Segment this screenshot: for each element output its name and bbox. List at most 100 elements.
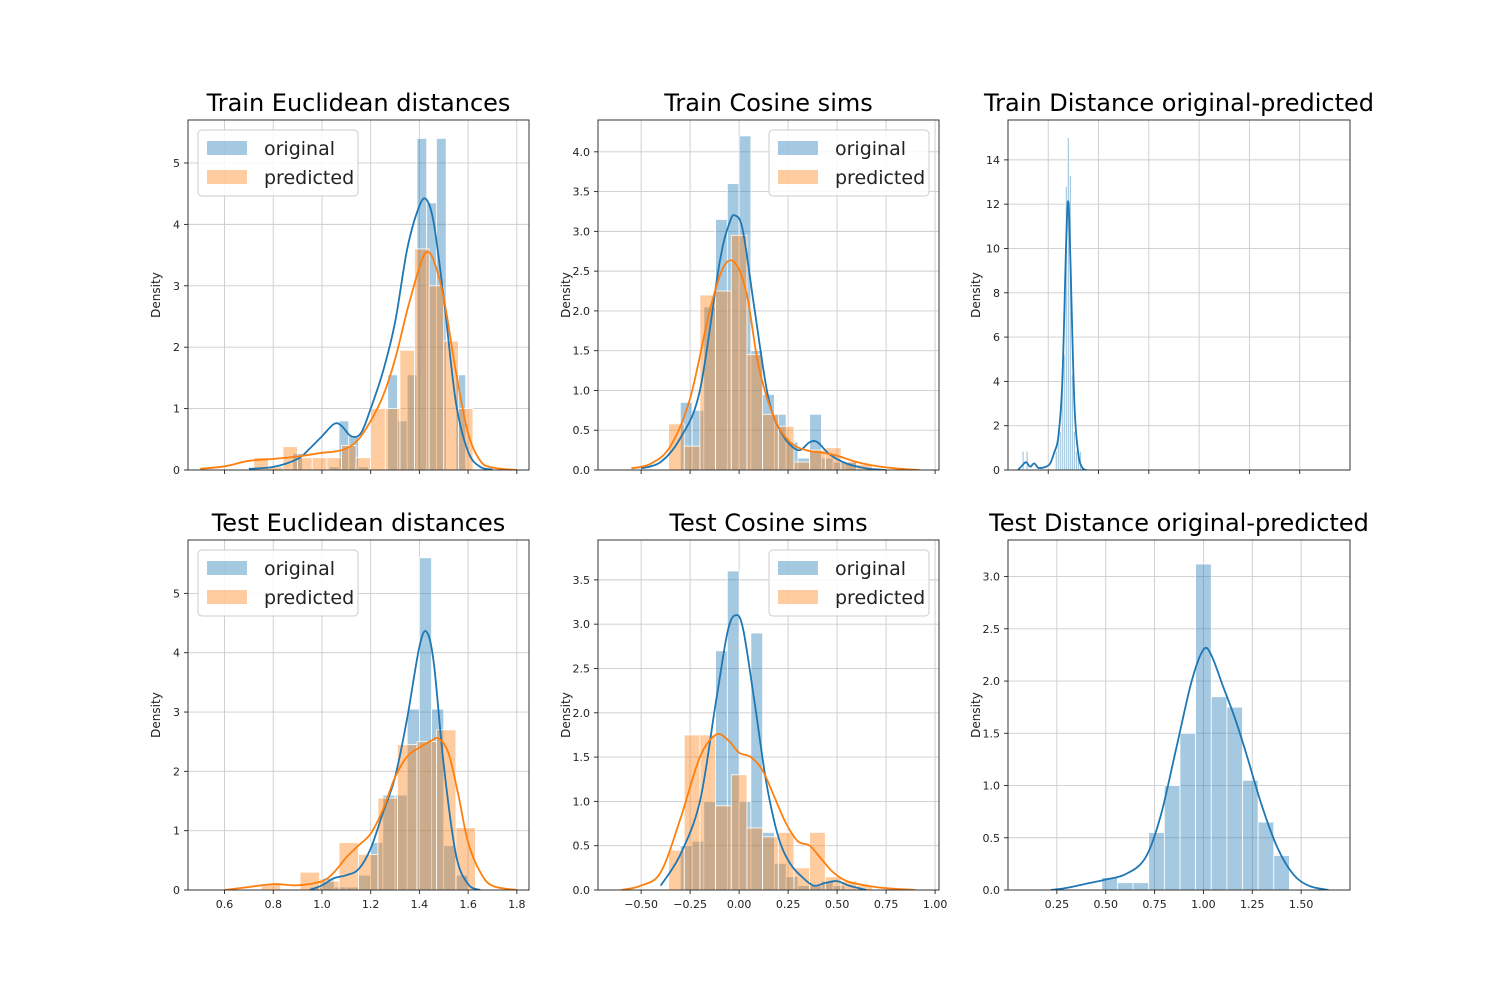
histogram-bar xyxy=(730,234,748,470)
y-tick-label: 2.5 xyxy=(573,662,591,675)
legend-box xyxy=(197,129,359,197)
histogram-bar xyxy=(436,729,457,890)
kde-line xyxy=(248,197,493,470)
x-tick-label: 1.6 xyxy=(459,898,477,911)
y-tick-label: 4 xyxy=(173,218,180,231)
histogram-bar xyxy=(785,876,799,890)
y-tick-label: 10 xyxy=(986,242,1000,255)
histogram-bar xyxy=(824,876,842,890)
legend-label-predicted: predicted xyxy=(835,587,925,609)
legend-label-original: original xyxy=(835,558,906,580)
legend-box xyxy=(768,549,930,617)
histogram-bar xyxy=(399,349,415,470)
histogram-bar xyxy=(1210,696,1228,890)
y-tick-label: 4 xyxy=(993,375,1000,388)
histogram-bar xyxy=(1072,430,1076,470)
histogram-bar xyxy=(715,290,732,470)
kde-line xyxy=(309,630,481,890)
histogram-bar xyxy=(1242,779,1259,890)
histogram-bar xyxy=(793,461,811,470)
x-tick-label: 0.25 xyxy=(1045,898,1070,911)
y-tick-label: 2.0 xyxy=(573,305,591,318)
legend-swatch xyxy=(778,590,818,604)
x-tick-label: 1.00 xyxy=(1191,898,1216,911)
y-tick-label: 3.5 xyxy=(573,574,591,587)
y-tick-label: 6 xyxy=(993,331,1000,344)
y-tick-label: 2.5 xyxy=(983,623,1001,636)
histogram-bar xyxy=(297,457,313,470)
y-axis-label: Density xyxy=(149,692,163,738)
kde-line xyxy=(1050,646,1329,890)
histogram-bar xyxy=(683,445,701,470)
y-tick-label: 1.5 xyxy=(573,751,591,764)
y-tick-label: 8 xyxy=(993,287,1000,300)
x-tick-label: 0.00 xyxy=(727,898,752,911)
x-tick-label: 0.50 xyxy=(1093,898,1118,911)
plot-area xyxy=(1008,540,1350,890)
y-tick-label: 4.0 xyxy=(573,146,591,159)
histogram-bar xyxy=(1132,882,1150,890)
histogram-bar xyxy=(715,805,732,890)
y-tick-label: 0 xyxy=(173,464,180,477)
legend-label-original: original xyxy=(264,138,335,160)
kde-line xyxy=(631,259,920,470)
x-tick-label: 0.8 xyxy=(265,898,283,911)
x-tick-label: 1.0 xyxy=(313,898,331,911)
legend-swatch xyxy=(778,561,818,575)
chart-panel-6: 0.25 0.50 0.75 1.00 1.25 1.50 0.0 0.5 1.0 1.5 2.0 2… xyxy=(969,509,1369,911)
y-tick-label: 3.5 xyxy=(573,186,591,199)
y-tick-label: 0.5 xyxy=(983,832,1001,845)
y-tick-label: 1 xyxy=(173,403,180,416)
y-axis-label: Density xyxy=(559,692,573,738)
histogram-bar xyxy=(746,827,764,890)
legend-swatch xyxy=(207,170,247,184)
y-tick-label: 0.0 xyxy=(573,464,591,477)
kde-line xyxy=(659,614,867,890)
y-tick-label: 0.5 xyxy=(573,424,591,437)
y-tick-label: 2.0 xyxy=(573,707,591,720)
legend: original predicted xyxy=(197,129,359,197)
histogram-bar xyxy=(436,138,447,470)
axes-frame xyxy=(1007,539,1351,891)
x-tick-label: 1.25 xyxy=(1240,898,1265,911)
y-tick-label: 3.0 xyxy=(573,618,591,631)
legend: original predicted xyxy=(768,549,930,617)
axes-frame xyxy=(1007,119,1351,471)
chart-panel-2: 0.0 0.5 1.0 1.5 2.0 2.5 3.0 3.5 4.0 Density Train … xyxy=(559,89,940,477)
y-tick-label: 3.0 xyxy=(983,571,1001,584)
y-tick-label: 1.0 xyxy=(573,384,591,397)
x-tick-label: 1.8 xyxy=(508,898,526,911)
chart-panel-3: 0 2 4 6 8 10 12 14 Density Train Distance origina… xyxy=(969,89,1374,477)
y-tick-label: 5 xyxy=(173,157,180,170)
axes-frame xyxy=(597,119,940,471)
x-tick-label: 0.75 xyxy=(874,898,899,911)
y-axis-label: Density xyxy=(969,692,983,738)
y-tick-label: 1.0 xyxy=(573,795,591,808)
legend: original predicted xyxy=(768,129,930,197)
histogram-bar xyxy=(428,285,445,470)
y-tick-label: 0.0 xyxy=(573,884,591,897)
histogram-bar xyxy=(358,854,379,890)
legend-label-original: original xyxy=(835,138,906,160)
histogram-bar xyxy=(730,774,748,890)
legend-label-predicted: predicted xyxy=(835,167,925,189)
x-tick-label: 0.75 xyxy=(1142,898,1167,911)
histogram-bar xyxy=(738,135,752,470)
x-tick-label: 1.2 xyxy=(362,898,380,911)
legend-swatch xyxy=(207,561,247,575)
y-tick-label: 2 xyxy=(173,341,180,354)
plot-content xyxy=(224,557,517,890)
chart-title: Test Cosine sims xyxy=(668,509,867,537)
x-tick-label: 0.50 xyxy=(825,898,850,911)
y-tick-label: 3 xyxy=(173,706,180,719)
x-tick-label: 0.6 xyxy=(216,898,234,911)
x-tick-label: 1.00 xyxy=(923,898,948,911)
chart-panel-1: 0 1 2 3 4 5 Density Train Euclidean distances or… xyxy=(149,89,530,477)
legend-swatch xyxy=(778,170,818,184)
legend-label-predicted: predicted xyxy=(264,587,354,609)
histogram-bar xyxy=(414,248,430,470)
histogram-bar xyxy=(746,354,764,470)
histogram-bar xyxy=(377,797,398,890)
histogram-bar xyxy=(777,832,795,890)
